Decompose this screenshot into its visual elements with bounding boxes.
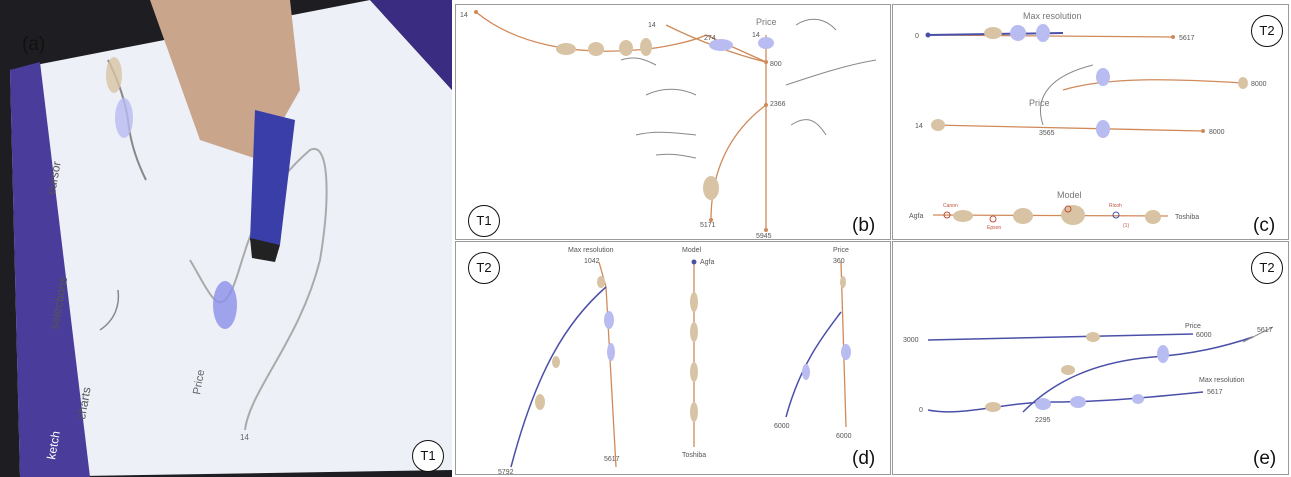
value-274: 274 <box>704 35 716 42</box>
value-2366: 2366 <box>770 101 786 108</box>
axis-value-14: 14 <box>240 433 249 442</box>
panel-b-label: (b) <box>852 215 876 236</box>
value-3000-e: 3000 <box>903 337 919 344</box>
value-14-left: 14 <box>460 12 468 19</box>
panel-b: 14 14 274 Price 14 800 2366 5171 5945 T1… <box>455 4 891 240</box>
model-label-d: Model <box>682 247 702 254</box>
axes-sketch-c: Max resolution 0 5617 8000 Price 14 3565… <box>909 11 1267 231</box>
axes-sketch-b: 14 14 274 Price 14 800 2366 5171 5945 <box>460 10 877 239</box>
canon-label-c: Canon <box>943 203 958 209</box>
panel-c: Max resolution 0 5617 8000 Price 14 3565… <box>892 4 1289 240</box>
panel-d-label: (d) <box>852 448 876 469</box>
count-label-c: (1) <box>1123 223 1129 229</box>
panel-e: Price 3000 6000 5617 Max resolution 0 22… <box>892 241 1289 475</box>
value-800: 800 <box>770 61 782 68</box>
cursor-tab[interactable]: cursor <box>44 160 64 195</box>
panel-e-label: (e) <box>1253 448 1277 469</box>
value-2295-e: 2295 <box>1035 417 1051 424</box>
task-badge-c: T2 <box>1251 15 1283 47</box>
value-6000b-d: 6000 <box>836 433 852 440</box>
value-5617-c: 5617 <box>1179 35 1195 42</box>
value-14-mid: 14 <box>648 22 656 29</box>
max-resolution-label-e: Max resolution <box>1199 377 1245 384</box>
value-0-e: 0 <box>919 407 923 414</box>
value-5617a-e: 5617 <box>1257 327 1273 334</box>
ricoh-label-c: Ricoh <box>1109 203 1122 209</box>
panel-d: Max resolution 1042 5617 5792 Model Agfa… <box>455 241 891 475</box>
panel-c-label: (c) <box>1253 215 1276 236</box>
charts-tab[interactable]: charts <box>74 386 93 421</box>
price-axis-label-b: Price <box>756 17 777 27</box>
model-label-c: Model <box>1057 190 1082 200</box>
value-6000-e: 6000 <box>1196 332 1212 339</box>
task-badge-a: T1 <box>412 440 444 472</box>
axes-sketch-d: Max resolution 1042 5617 5792 Model Agfa… <box>498 247 852 474</box>
sketch-tab[interactable]: ketch <box>44 430 63 461</box>
value-5945: 5945 <box>756 233 772 239</box>
epson-label-c: Epson <box>987 225 1001 231</box>
tablet-photo: ketch selections charts cursor Price 14 <box>0 0 452 477</box>
task-badge-b: T1 <box>468 205 500 237</box>
value-8000a-c: 8000 <box>1251 81 1267 88</box>
max-resolution-label-d: Max resolution <box>568 247 614 254</box>
price-label-d: Price <box>833 247 849 254</box>
value-8000b-c: 8000 <box>1209 129 1225 136</box>
value-5617-d: 5617 <box>604 456 620 463</box>
toshiba-label-c: Toshiba <box>1175 214 1199 221</box>
agfa-label-c: Agfa <box>909 213 924 220</box>
price-label-c: Price <box>1029 98 1050 108</box>
panel-a-label: (a) <box>22 34 46 55</box>
value-360-d: 360 <box>833 258 845 265</box>
value-3565-c: 3565 <box>1039 130 1055 137</box>
value-14-c: 14 <box>915 123 923 130</box>
value-5617b-e: 5617 <box>1207 389 1223 396</box>
value-0-c: 0 <box>915 33 919 40</box>
price-label-e: Price <box>1185 323 1201 330</box>
task-badge-e: T2 <box>1251 252 1283 284</box>
photo-panel: ketch selections charts cursor Price 14 … <box>0 0 452 477</box>
value-1042-d: 1042 <box>584 258 600 265</box>
max-resolution-label-c: Max resolution <box>1023 11 1082 21</box>
axes-sketch-e: Price 3000 6000 5617 Max resolution 0 22… <box>903 323 1274 424</box>
value-14-top: 14 <box>752 32 760 39</box>
value-5171: 5171 <box>700 222 716 229</box>
value-6000a-d: 6000 <box>774 423 790 430</box>
price-axis-label: Price <box>191 369 207 396</box>
toshiba-label-d: Toshiba <box>682 452 706 459</box>
task-badge-d: T2 <box>468 252 500 284</box>
value-5792-d: 5792 <box>498 469 514 474</box>
agfa-label-d: Agfa <box>700 259 715 266</box>
